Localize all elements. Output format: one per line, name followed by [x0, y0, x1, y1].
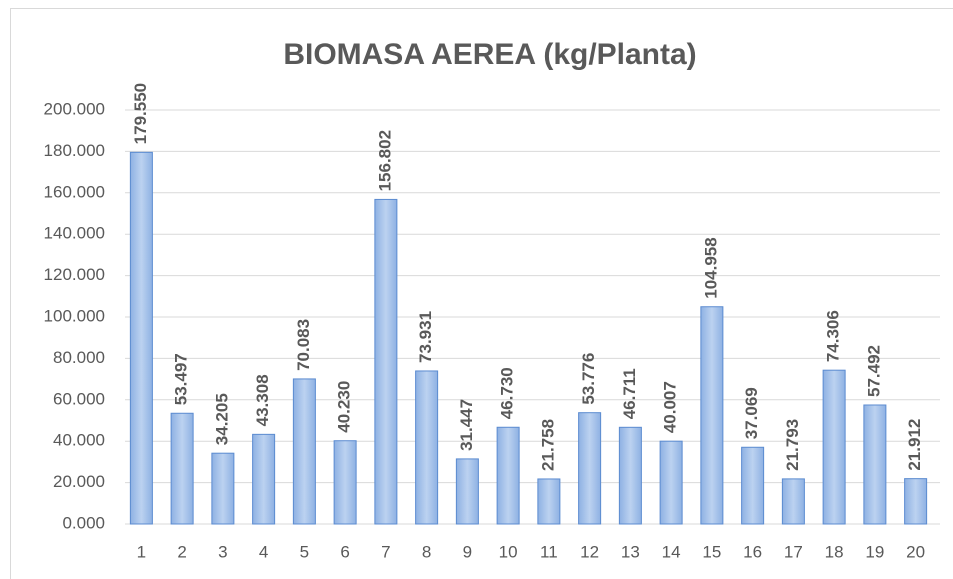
y-tick-label: 0.000 [62, 513, 105, 532]
bar [822, 369, 846, 525]
x-tick-label: 17 [784, 542, 803, 561]
bar [700, 306, 724, 525]
x-tick-label: 11 [540, 542, 558, 561]
x-tick-label: 8 [422, 542, 431, 561]
data-label: 70.083 [294, 319, 313, 371]
data-label: 156.802 [375, 130, 394, 191]
bar [578, 412, 602, 525]
y-tick-label: 200.000 [44, 99, 105, 118]
x-tick-label: 12 [580, 542, 599, 561]
x-tick-label: 5 [300, 542, 309, 561]
y-tick-label: 80.000 [53, 348, 105, 367]
bar [659, 440, 683, 525]
bar [415, 370, 439, 525]
data-label: 46.711 [620, 368, 639, 419]
data-label: 53.497 [172, 353, 191, 405]
data-label: 57.492 [864, 345, 883, 397]
data-label: 21.793 [783, 419, 802, 471]
bar [374, 198, 398, 525]
y-tick-label: 20.000 [53, 472, 105, 491]
data-label: 34.205 [212, 393, 231, 445]
y-tick-label: 120.000 [44, 265, 105, 284]
bar [455, 458, 479, 525]
data-label: 53.776 [579, 353, 598, 405]
y-tick-label: 40.000 [53, 431, 105, 450]
bar [252, 433, 276, 525]
bar [211, 452, 235, 525]
x-tick-label: 20 [906, 542, 925, 561]
data-label: 40.230 [335, 381, 354, 433]
data-label: 40.007 [661, 381, 680, 433]
bar [741, 446, 765, 525]
x-tick-label: 18 [825, 542, 844, 561]
x-tick-label: 7 [381, 542, 390, 561]
chart-title: BIOMASA AEREA (kg/Planta) [283, 38, 696, 71]
x-tick-label: 6 [340, 542, 349, 561]
x-tick-label: 19 [865, 542, 884, 561]
x-tick-label: 4 [259, 542, 268, 561]
data-label: 73.931 [416, 311, 435, 363]
bar [618, 426, 642, 525]
bar [292, 378, 316, 525]
data-label: 104.958 [701, 237, 720, 298]
data-label: 179.550 [131, 83, 150, 144]
x-tick-label: 13 [621, 542, 640, 561]
y-tick-label: 160.000 [44, 182, 105, 201]
x-tick-label: 1 [137, 542, 146, 561]
bar [170, 412, 194, 525]
bar [863, 404, 887, 525]
x-tick-label: 14 [662, 542, 681, 561]
x-tick-label: 15 [702, 542, 721, 561]
bar [496, 426, 520, 525]
bar [129, 151, 153, 525]
bar [781, 478, 805, 525]
y-tick-label: 140.000 [44, 224, 105, 243]
data-label: 21.758 [538, 419, 557, 471]
data-label: 37.069 [742, 387, 761, 439]
x-tick-label: 3 [218, 542, 227, 561]
y-tick-label: 180.000 [44, 141, 105, 160]
bar [537, 478, 561, 525]
x-tick-label: 2 [177, 542, 186, 561]
data-label: 21.912 [905, 419, 924, 471]
bar [333, 440, 357, 525]
x-tick-label: 10 [499, 542, 518, 561]
data-label: 74.306 [824, 310, 843, 362]
y-tick-label: 60.000 [53, 389, 105, 408]
y-tick-label: 100.000 [44, 306, 105, 325]
x-tick-label: 16 [743, 542, 762, 561]
bar [904, 478, 928, 525]
x-tick-label: 9 [463, 542, 472, 561]
data-label: 46.730 [498, 367, 517, 419]
data-label: 43.308 [253, 374, 272, 426]
data-label: 31.447 [457, 399, 476, 451]
